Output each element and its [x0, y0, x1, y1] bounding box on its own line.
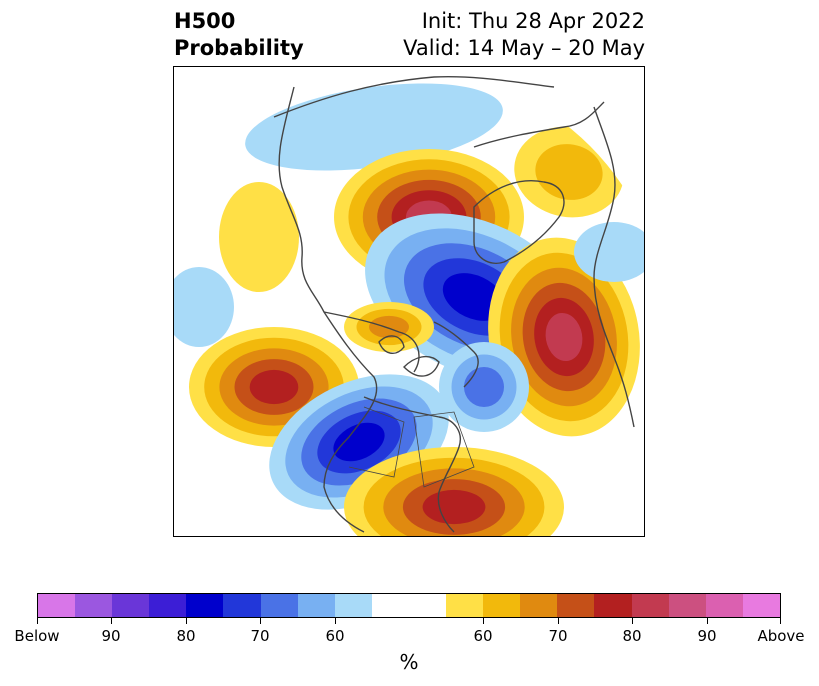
cold-anomaly-west-edge-level — [174, 267, 234, 347]
colorbar-segment — [223, 594, 261, 617]
colorbar-tick — [632, 618, 633, 624]
map-canvas — [174, 75, 644, 536]
colorbar-segment — [483, 594, 521, 617]
colorbar-tick — [111, 618, 112, 624]
colorbar-segment — [371, 594, 409, 617]
valid-range: Valid: 14 May – 20 May — [403, 36, 645, 60]
warm-anomaly-south-level — [422, 489, 486, 525]
cold-anomaly-south-level — [333, 422, 385, 462]
colorbar-tick — [483, 618, 484, 624]
colorbar-ticks — [37, 618, 781, 626]
colorbar-label-70-above: 70 — [548, 627, 568, 645]
colorbar-tick — [707, 618, 708, 624]
warm-anomaly-west — [219, 182, 299, 292]
colorbar-segment — [446, 594, 484, 617]
colorbar-segment — [297, 594, 335, 617]
warm-anomaly-northeast-level — [535, 144, 603, 200]
coastlines — [273, 75, 635, 533]
colorbar-segment — [186, 594, 224, 617]
colorbar-label-90-below: 90 — [101, 627, 121, 645]
cold-anomaly-southeast — [439, 342, 529, 432]
colorbar-segment — [557, 594, 595, 617]
colorbar-tick — [37, 618, 38, 624]
title-type: Probability — [174, 36, 304, 60]
cold-anomaly-east-edge-level — [574, 222, 644, 282]
warm-anomaly-small — [344, 302, 434, 352]
warm-anomaly-south — [344, 447, 564, 536]
colorbar-label-80-below: 80 — [176, 627, 196, 645]
title-variable: H500 — [174, 9, 236, 33]
colorbar-segment — [705, 594, 743, 617]
colorbar-label-below: Below — [14, 627, 60, 645]
cold-anomaly-west-edge — [174, 267, 234, 347]
colorbar-segment — [668, 594, 706, 617]
colorbar-segment — [112, 594, 150, 617]
colorbar-tick — [780, 618, 781, 624]
colorbar-segment — [334, 594, 372, 617]
colorbar-tick — [260, 618, 261, 624]
colorbar-segment — [260, 594, 298, 617]
colorbar-segment — [149, 594, 187, 617]
colorbar-label-90-above: 90 — [697, 627, 717, 645]
chart-title-right: Init: Thu 28 Apr 2022 Valid: 14 May – 20… — [403, 8, 645, 62]
warm-anomaly-southwest-level — [249, 369, 299, 405]
colorbar-segment — [38, 594, 76, 617]
colorbar-segment — [408, 594, 447, 617]
colorbar-segment — [594, 594, 632, 617]
warm-anomaly-west-level — [219, 182, 299, 292]
colorbar-label-60-above: 60 — [473, 627, 493, 645]
warm-anomaly-small-level — [369, 315, 409, 339]
blue-anomaly-north — [245, 83, 503, 171]
colorbar-label-above: Above — [757, 627, 805, 645]
colorbar-tick — [335, 618, 336, 624]
colorbar-segment — [631, 594, 669, 617]
colorbar — [37, 593, 781, 618]
colorbar-tick — [186, 618, 187, 624]
colorbar-segment — [520, 594, 558, 617]
colorbar-label-60-below: 60 — [325, 627, 345, 645]
anomaly-field — [174, 83, 644, 536]
cold-anomaly-east-edge — [574, 222, 644, 282]
chart-title-left: H500 Probability — [174, 8, 304, 62]
colorbar-segment — [75, 594, 113, 617]
colorbar-label-80-above: 80 — [622, 627, 642, 645]
colorbar-label-70-below: 70 — [250, 627, 270, 645]
init-date: Init: Thu 28 Apr 2022 — [421, 9, 645, 33]
cold-anomaly-southeast-level — [464, 367, 504, 407]
colorbar-unit: % — [399, 650, 419, 674]
probability-map — [173, 66, 645, 537]
colorbar-tick — [558, 618, 559, 624]
blue-anomaly-north-level — [245, 83, 503, 171]
colorbar-segment — [742, 594, 780, 617]
warm-anomaly-east-level — [545, 312, 583, 362]
